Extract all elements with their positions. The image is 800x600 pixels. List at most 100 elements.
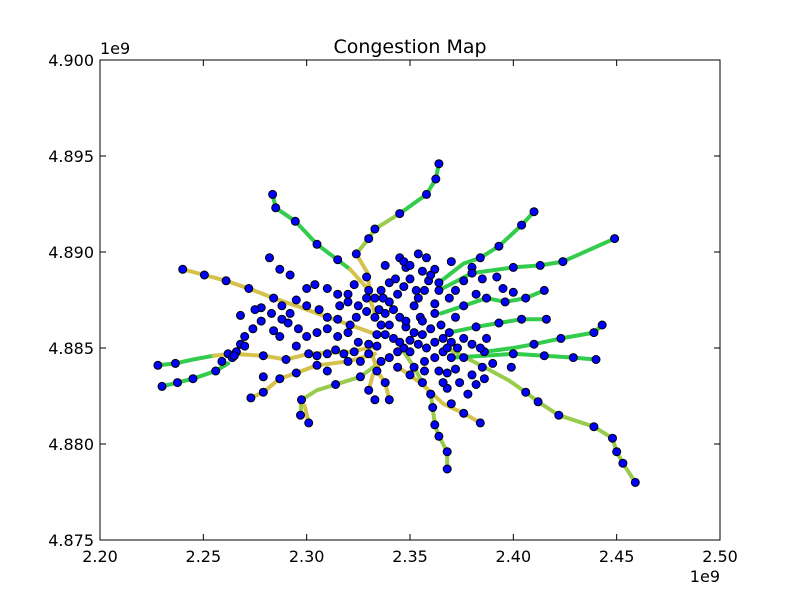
node-128 [310,280,320,290]
node-10 [312,239,322,249]
node-180 [380,378,390,388]
node-101 [436,320,446,330]
node-232 [411,285,421,295]
node-197 [459,353,469,363]
node-129 [302,284,312,293]
x-tick-label-1: 2.25 [186,547,222,566]
node-173 [322,366,332,376]
node-170 [291,341,301,351]
node-202 [455,378,465,388]
node-218 [405,335,415,345]
node-33 [211,366,221,376]
x-tick-label-3: 2.35 [392,547,428,566]
node-191 [426,389,436,399]
node-132 [314,305,324,315]
node-155 [322,324,332,334]
node-25 [265,253,274,263]
node-67 [500,297,510,307]
node-110 [399,282,409,292]
node-195 [446,353,456,363]
node-214 [459,333,469,343]
node-216 [475,343,485,353]
node-161 [364,349,374,359]
node-133 [322,312,332,322]
node-136 [351,312,361,322]
node-32 [188,374,198,384]
node-78 [508,349,518,359]
node-88 [467,268,477,278]
node-63 [446,399,456,409]
node-65 [539,285,549,295]
node-234 [417,266,427,276]
node-204 [477,362,487,372]
node-220 [384,320,394,330]
node-70 [494,318,504,328]
x-tick-label-0: 2.20 [82,547,118,566]
node-192 [420,356,429,366]
node-96 [413,293,423,303]
node-43 [291,368,301,378]
node-21 [178,264,188,274]
node-89 [459,276,469,286]
node-176 [355,372,365,382]
node-93 [434,278,444,288]
node-211 [430,337,440,347]
node-182 [376,356,386,366]
node-241 [413,249,423,259]
edge-14 [436,236,617,293]
node-245 [229,351,239,361]
node-12 [529,207,539,217]
node-102 [426,324,436,334]
node-229 [335,301,345,311]
node-208 [405,347,415,357]
node-238 [477,274,487,284]
node-141 [372,330,382,340]
node-206 [463,389,473,399]
node-205 [471,380,481,389]
node-121 [370,293,380,303]
node-49 [442,447,452,457]
node-236 [508,287,518,297]
node-138 [370,312,380,322]
node-226 [395,337,405,347]
node-171 [258,351,268,361]
node-193 [430,353,440,363]
node-124 [349,280,359,290]
node-42 [275,374,285,384]
node-26 [275,264,285,274]
node-11 [333,255,343,265]
node-61 [475,418,485,428]
node-172 [312,360,322,370]
node-77 [539,351,549,361]
node-80 [482,293,491,303]
node-201 [438,378,448,388]
node-91 [444,293,454,303]
node-231 [378,293,388,303]
node-239 [446,257,456,267]
node-243 [248,324,258,334]
node-13 [517,220,527,230]
node-186 [393,362,403,372]
node-139 [376,320,386,330]
chart-title: Congestion Map [333,36,486,58]
node-123 [362,272,372,282]
y-tick-label-5: 4.900 [48,51,94,70]
node-144 [267,308,276,318]
node-24 [244,284,254,293]
node-169 [281,355,291,364]
y-tick-label-2: 4.885 [48,339,94,358]
node-17 [610,234,620,244]
node-225 [430,299,440,309]
node-166 [322,349,332,359]
node-228 [353,301,363,311]
node-66 [521,293,531,303]
node-7 [268,189,278,199]
node-154 [312,328,322,338]
x-tick-label-6: 2.50 [702,547,738,566]
node-177 [364,385,374,395]
node-212 [438,333,448,343]
node-134 [333,314,343,324]
node-175 [343,356,353,366]
node-48 [442,464,452,474]
